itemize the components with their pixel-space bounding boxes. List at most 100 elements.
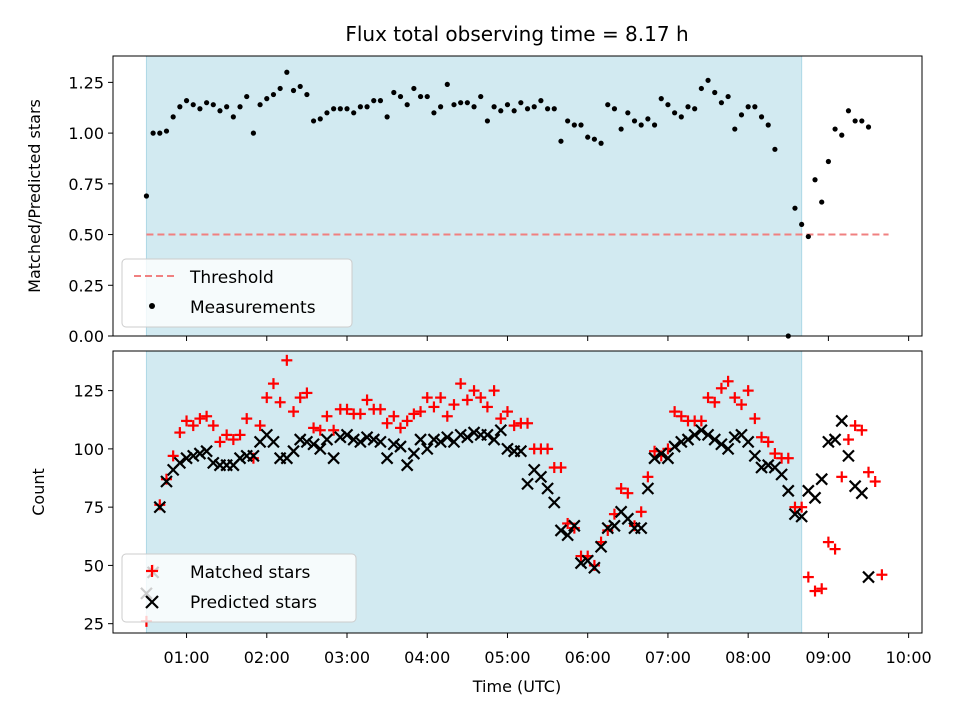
measurement-point [692, 106, 698, 112]
predicted-star-point [688, 428, 701, 442]
predicted-star-point [501, 442, 514, 456]
matched-star-point [267, 378, 279, 390]
measurement-point [672, 110, 678, 116]
predicted-star-point [494, 423, 508, 437]
matched-star-point [822, 536, 834, 548]
predicted-star-point [588, 561, 601, 575]
matched-star-point [328, 424, 340, 436]
matched-star-point [254, 420, 266, 432]
measurement-point [839, 132, 845, 138]
predicted-star-point [608, 519, 621, 533]
matched-star-point [675, 410, 687, 422]
predicted-star-point [708, 433, 722, 446]
predicted-star-point [307, 437, 320, 451]
predicted-star-point [173, 456, 187, 470]
measurement-point [183, 98, 190, 104]
measurement-point [845, 108, 852, 114]
measurement-point [618, 126, 624, 132]
predicted-star-point [247, 449, 260, 463]
top-legend: Threshold Measurements [121, 258, 353, 328]
predicted-star-point [721, 442, 735, 456]
y-tick-label: 125 [73, 382, 104, 401]
measurements-legend-swatch [149, 303, 155, 309]
matched-star-point [354, 408, 366, 420]
measurement-point [264, 96, 270, 102]
measurement-point [244, 93, 250, 100]
predicted-star-point [414, 433, 427, 446]
predicted-star-point [668, 440, 681, 453]
measurement-point [297, 83, 303, 90]
matched-star-point [695, 415, 707, 427]
measurement-point [304, 91, 310, 98]
predicted-star-point [334, 430, 347, 444]
measurement-point [351, 110, 357, 116]
measurement-point [658, 96, 664, 102]
measurement-point [511, 108, 517, 114]
top-panel: Flux total observing time = 8.17 h 0.000… [25, 22, 923, 346]
measurement-point [765, 122, 771, 128]
x-tick-label: 03:00 [324, 648, 370, 667]
predicted-star-point [467, 426, 481, 439]
matched-star-point [863, 466, 875, 478]
matched-star-point [495, 413, 507, 425]
measurement-point [357, 104, 363, 110]
measurement-point [491, 104, 497, 110]
measurement-point [651, 122, 658, 128]
matched-star-point [381, 417, 393, 429]
measurement-point [758, 114, 765, 120]
measurement-point [585, 134, 591, 140]
matched-star-point [301, 387, 313, 399]
x-tick-label: 05:00 [484, 648, 530, 667]
measurement-point [498, 108, 504, 114]
predicted-star-point [634, 521, 648, 535]
matched-star-point [207, 420, 219, 432]
measurement-point [524, 106, 531, 112]
predicted-star-point [788, 507, 802, 521]
matched-star-point [435, 392, 447, 404]
predicted-star-point [320, 433, 334, 446]
measurement-point [571, 122, 577, 128]
measurement-point [150, 130, 156, 136]
predicted-star-point [394, 440, 407, 453]
measurement-point [404, 102, 410, 108]
measurement-point [591, 136, 597, 142]
matched-star-point [816, 583, 828, 595]
measurement-point [143, 193, 150, 199]
measurement-point [551, 106, 557, 112]
matched-star-point [749, 413, 761, 425]
predicted-star-point [641, 482, 655, 495]
y-tick-label: 1.25 [68, 73, 104, 92]
predicted-star-point [454, 428, 467, 442]
matched-star-point [555, 462, 567, 474]
predicted-star-point [715, 437, 728, 451]
measurement-point [578, 122, 584, 128]
measurement-point [377, 98, 384, 104]
matched-star-point [201, 410, 213, 422]
measurement-point [665, 102, 671, 108]
predicted-star-point [541, 482, 554, 495]
matched-star-point [455, 378, 467, 390]
measurement-point [631, 118, 638, 124]
x-tick-label: 06:00 [565, 648, 611, 667]
measurement-point [424, 93, 430, 100]
predicted-star-point [374, 435, 387, 449]
predicted-star-point [347, 433, 360, 446]
y-tick-label: 75 [84, 498, 104, 517]
measurement-point [712, 89, 718, 96]
measurement-point [732, 126, 738, 132]
matched-star-point [869, 476, 881, 488]
matched-star-point [735, 399, 747, 411]
predicted-star-point [420, 442, 434, 456]
measurement-point [163, 128, 170, 134]
predicted-star-point [561, 528, 574, 542]
predicted-star-point [153, 500, 167, 514]
matched-star-point [341, 403, 353, 415]
measurement-point [431, 110, 437, 116]
predicted-star-point [487, 433, 501, 446]
measurement-point [565, 118, 571, 124]
matched-star-point [488, 385, 500, 397]
measurement-point [190, 102, 196, 108]
predicted-star-point [360, 430, 374, 444]
predicted-star-point [380, 451, 394, 465]
